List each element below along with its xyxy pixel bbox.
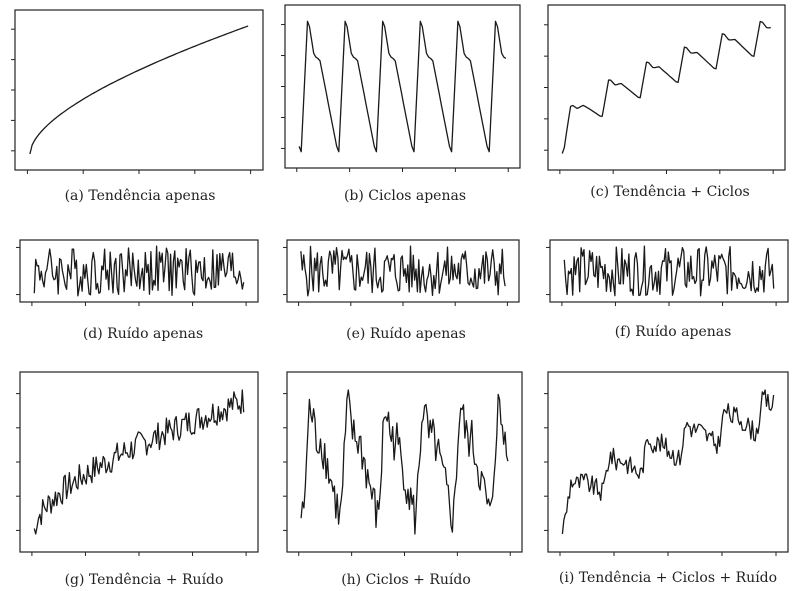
caption-h: (h) Ciclos + Ruído xyxy=(341,572,471,588)
series-line-b xyxy=(298,20,507,153)
caption-b: (b) Ciclos apenas xyxy=(344,188,466,204)
caption-g: (g) Tendência + Ruído xyxy=(65,572,224,588)
panel-c: (c) Tendência + Ciclos xyxy=(544,4,786,200)
panel-f: (f) Ruído apenas xyxy=(546,239,789,340)
plot-frame-g xyxy=(19,371,259,553)
panels: (a) Tendência apenas (b) Ciclos apenas (c)… xyxy=(11,4,789,588)
caption-f: (f) Ruído apenas xyxy=(615,324,732,340)
plot-frame-c xyxy=(547,4,786,171)
caption-c: (c) Tendência + Ciclos xyxy=(590,184,749,200)
plot-frame-b xyxy=(284,4,521,169)
caption-e: (e) Ruído apenas xyxy=(346,326,466,342)
panel-e: (e) Ruído apenas xyxy=(283,239,520,342)
series-line-a xyxy=(29,25,249,155)
caption-d: (d) Ruído apenas xyxy=(83,326,203,342)
panel-d: (d) Ruído apenas xyxy=(16,239,259,342)
series-line-g xyxy=(33,389,245,535)
series-line-d xyxy=(33,245,245,297)
series-line-c xyxy=(561,20,771,154)
panel-i: (i) Tendência + Ciclos + Ruído xyxy=(544,371,789,586)
panel-h: (h) Ciclos + Ruído xyxy=(283,371,523,588)
series-line-e xyxy=(300,245,506,297)
caption-a: (a) Tendência apenas xyxy=(65,188,216,204)
panel-g: (g) Tendência + Ruído xyxy=(16,371,259,588)
caption-i: (i) Tendência + Ciclos + Ruído xyxy=(559,570,777,586)
series-line-i xyxy=(561,389,775,535)
series-line-h xyxy=(300,389,509,535)
series-line-f xyxy=(563,245,775,297)
plot-frame-i xyxy=(547,371,789,553)
panel-a: (a) Tendência apenas xyxy=(11,9,264,204)
panel-b: (b) Ciclos apenas xyxy=(281,4,521,204)
